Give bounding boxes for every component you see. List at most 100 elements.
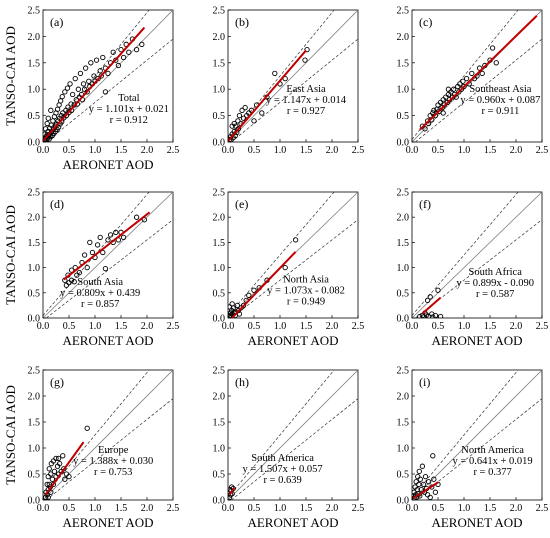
x-tick-label: 1.0 (458, 321, 471, 332)
region-label: South Asia (77, 277, 123, 288)
y-tick-label: 0.0 (28, 496, 41, 507)
data-point (93, 57, 100, 63)
x-tick-label: 2.5 (352, 503, 365, 514)
x-tick-label: 2.5 (352, 145, 365, 156)
x-tick-label: 0.5 (63, 503, 76, 514)
data-point (46, 466, 52, 472)
data-point (240, 302, 247, 309)
data-point (246, 292, 252, 298)
x-tick-label: 2.5 (352, 321, 365, 332)
x-tick-label: 2.5 (167, 321, 180, 332)
x-axis-label: AERONET AOD (62, 515, 153, 530)
data-point (64, 85, 71, 91)
data-point (94, 242, 101, 248)
x-tick-label: 1.0 (89, 503, 102, 514)
panel-e: 0.0 0.5 1.0 1.5 2.0 2.5 0.0 0.5 1.0 1.5 2.0 2.5 AERO… (213, 188, 365, 349)
y-tick-label: 0.5 (397, 288, 410, 299)
y-tick-label: 2.0 (28, 392, 41, 403)
data-point (435, 287, 441, 293)
data-point (437, 313, 444, 318)
lower-envelope-line (231, 398, 358, 500)
data-point (431, 107, 437, 113)
plot-area (412, 370, 542, 500)
data-point (133, 214, 140, 220)
data-point (450, 86, 457, 92)
correlation-coefficient: r = 0.949 (287, 297, 325, 308)
x-tick-label: 1.0 (458, 145, 471, 156)
x-tick-label: 2.5 (536, 503, 549, 514)
data-point (95, 75, 101, 82)
y-tick-label: 2.5 (213, 188, 226, 199)
x-tick-label: 1.5 (300, 503, 313, 514)
data-point (242, 105, 248, 111)
upper-envelope-line (228, 10, 335, 140)
x-tick-label: 0.0 (37, 503, 50, 514)
data-point (463, 75, 470, 82)
correlation-coefficient: r = 0.927 (287, 106, 325, 117)
data-point (59, 93, 65, 100)
regression-line (43, 26, 146, 142)
data-point (43, 494, 49, 500)
data-point (493, 60, 499, 66)
x-tick-label: 2.5 (536, 145, 549, 156)
regression-line (228, 49, 307, 142)
y-tick-label: 0.0 (28, 314, 41, 325)
plot-frame (42, 369, 174, 501)
data-point (424, 492, 431, 498)
data-point (133, 46, 140, 53)
panel-f: 0.0 0.5 1.0 1.5 2.0 2.5 0.0 0.5 1.0 1.5 2.0 2.5 AERO… (397, 188, 549, 349)
data-point (84, 89, 90, 95)
data-point (235, 126, 242, 132)
data-point (431, 476, 437, 482)
data-point (417, 476, 423, 482)
lower-envelope-line (46, 38, 173, 142)
data-point (87, 239, 93, 246)
data-point (84, 264, 90, 271)
plot-frame (411, 9, 543, 143)
plot-area (412, 10, 542, 142)
data-point (236, 311, 243, 317)
plot-frame (227, 191, 359, 319)
data-point (479, 70, 485, 77)
data-point (251, 118, 257, 124)
data-point (44, 120, 50, 127)
regression-line (412, 481, 439, 500)
data-point (432, 489, 439, 495)
x-tick-label: 0.5 (63, 145, 76, 156)
data-point (440, 110, 446, 116)
plot-area (412, 192, 542, 318)
y-tick-label: 1.5 (213, 418, 226, 429)
data-point (120, 54, 127, 61)
data-point (55, 455, 62, 462)
regression-equation: y = 0.641x + 0.019 (453, 456, 533, 467)
panel-b: 0.0 0.5 1.0 1.5 2.0 2.5 0.0 0.5 1.0 1.5 2.0 2.5 (b) E… (213, 6, 365, 157)
data-point (58, 98, 64, 104)
y-tick-label: 1.5 (213, 58, 226, 69)
one-to-one-line (412, 370, 542, 500)
panel-label: (d) (50, 197, 64, 211)
y-tick-label: 1.5 (28, 238, 41, 249)
regression-equation: y = 1.101x + 0.021 (89, 104, 169, 115)
y-tick-label: 0.5 (28, 111, 41, 122)
x-tick-label: 2.0 (326, 321, 339, 332)
lower-envelope-line (415, 38, 542, 142)
y-tick-label: 2.0 (28, 32, 41, 43)
y-tick-label: 0.0 (397, 138, 410, 149)
data-point (113, 57, 119, 63)
y-tick-label: 2.5 (213, 366, 226, 377)
data-point (102, 89, 109, 95)
panel-d: 0.0 0.5 1.0 1.5 2.0 2.5 0.0 0.5 1.0 1.5 2.0 2.5 AERO… (3, 188, 180, 349)
data-point (44, 481, 50, 488)
data-point (75, 86, 82, 92)
regression-line (228, 487, 236, 496)
data-point (236, 112, 243, 119)
data-point (259, 110, 265, 116)
x-axis-label: AERONET AOD (62, 157, 153, 172)
panel-label: (c) (419, 15, 432, 29)
data-point (65, 104, 71, 110)
y-tick-label: 2.0 (397, 392, 410, 403)
x-tick-label: 1.0 (274, 321, 287, 332)
data-point (415, 473, 421, 480)
y-tick-label: 2.5 (28, 6, 41, 17)
y-tick-label: 2.5 (397, 188, 410, 199)
